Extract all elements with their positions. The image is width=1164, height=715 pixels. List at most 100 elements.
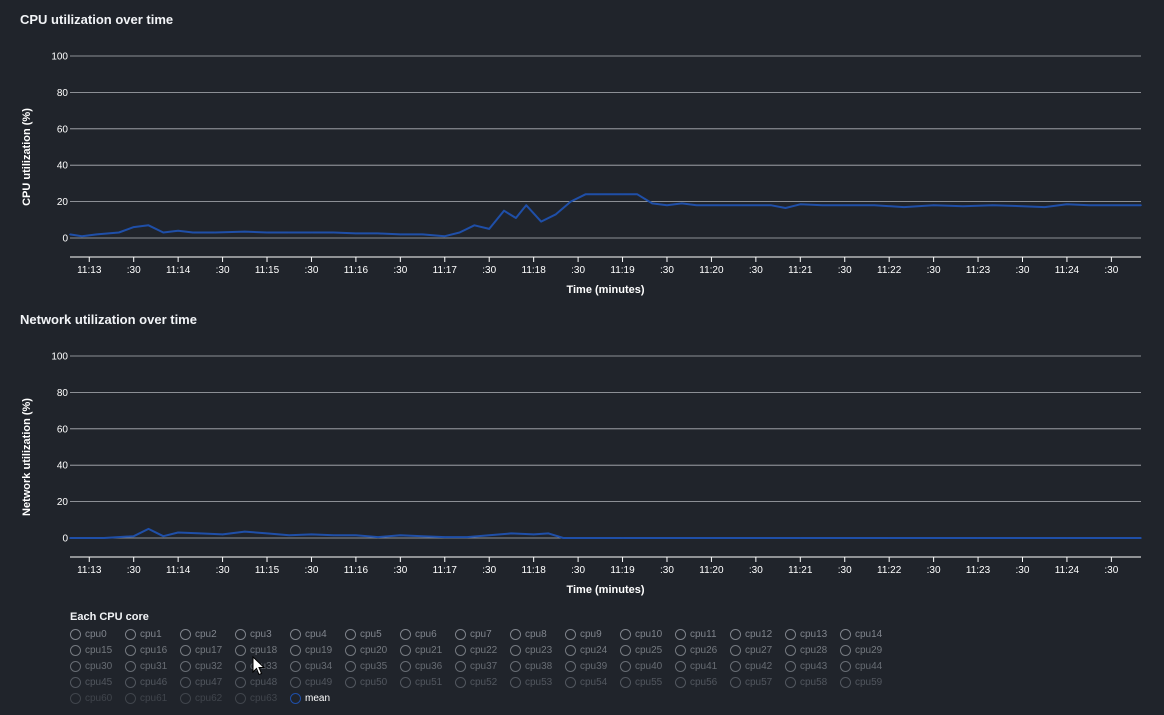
legend-item-cpu14[interactable]: cpu14 — [840, 627, 895, 641]
legend-item-cpu34[interactable]: cpu34 — [290, 659, 345, 673]
legend-item-cpu50[interactable]: cpu50 — [345, 675, 400, 689]
legend-item-cpu36[interactable]: cpu36 — [400, 659, 455, 673]
legend-item-cpu61[interactable]: cpu61 — [125, 691, 180, 705]
legend-item-cpu32[interactable]: cpu32 — [180, 659, 235, 673]
legend-item-cpu53[interactable]: cpu53 — [510, 675, 565, 689]
legend-item-cpu8[interactable]: cpu8 — [510, 627, 565, 641]
legend-item-cpu9[interactable]: cpu9 — [565, 627, 620, 641]
legend-item-cpu62[interactable]: cpu62 — [180, 691, 235, 705]
legend-item-cpu60[interactable]: cpu60 — [70, 691, 125, 705]
radio-circle-icon — [510, 644, 521, 656]
legend-item-cpu23[interactable]: cpu23 — [510, 643, 565, 657]
legend-item-cpu37[interactable]: cpu37 — [455, 659, 510, 673]
legend-item-cpu42[interactable]: cpu42 — [730, 659, 785, 673]
legend-item-cpu44[interactable]: cpu44 — [840, 659, 895, 673]
legend-item-cpu2[interactable]: cpu2 — [180, 627, 235, 641]
legend-item-cpu46[interactable]: cpu46 — [125, 675, 180, 689]
data-point — [288, 534, 291, 537]
data-point — [710, 537, 713, 539]
x-tick-label: :30 — [305, 565, 319, 576]
data-point — [244, 530, 246, 533]
legend-item-cpu11[interactable]: cpu11 — [675, 627, 730, 641]
x-tick-label: :30 — [127, 565, 141, 576]
legend-item-label: cpu17 — [195, 644, 223, 656]
data-point — [1140, 204, 1142, 206]
x-tick-label: :30 — [838, 565, 852, 576]
data-point — [332, 534, 335, 537]
radio-circle-icon — [840, 644, 851, 656]
legend-item-cpu43[interactable]: cpu43 — [785, 659, 840, 673]
legend-item-cpu57[interactable]: cpu57 — [730, 675, 785, 689]
data-point — [244, 230, 246, 233]
legend-item-cpu31[interactable]: cpu31 — [125, 659, 180, 673]
legend-item-cpu30[interactable]: cpu30 — [70, 659, 125, 673]
legend-item-cpu22[interactable]: cpu22 — [455, 643, 510, 657]
legend-item-cpu48[interactable]: cpu48 — [235, 675, 290, 689]
legend-item-cpu13[interactable]: cpu13 — [785, 627, 840, 641]
legend-item-cpu6[interactable]: cpu6 — [400, 627, 455, 641]
radio-circle-icon — [565, 676, 576, 688]
legend-item-cpu49[interactable]: cpu49 — [290, 675, 345, 689]
data-point — [584, 193, 587, 196]
legend-item-cpu52[interactable]: cpu52 — [455, 675, 510, 689]
x-tick-label: :30 — [393, 265, 407, 276]
legend-item-cpu59[interactable]: cpu59 — [840, 675, 895, 689]
radio-circle-icon — [235, 676, 246, 688]
legend-item-cpu51[interactable]: cpu51 — [400, 675, 455, 689]
legend-item-cpu28[interactable]: cpu28 — [785, 643, 840, 657]
legend-item-cpu26[interactable]: cpu26 — [675, 643, 730, 657]
legend-item-cpu20[interactable]: cpu20 — [345, 643, 400, 657]
radio-circle-icon — [345, 660, 356, 672]
radio-circle-icon — [620, 628, 631, 640]
x-tick-label: 11:13 — [77, 265, 102, 276]
legend-item-cpu16[interactable]: cpu16 — [125, 643, 180, 657]
x-tick-label: :30 — [393, 565, 407, 576]
legend-item-label: cpu57 — [745, 676, 773, 688]
data-point — [681, 202, 683, 205]
legend-item-cpu45[interactable]: cpu45 — [70, 675, 125, 689]
data-point — [532, 533, 535, 536]
legend-item-cpu39[interactable]: cpu39 — [565, 659, 620, 673]
legend-item-label: cpu31 — [140, 660, 168, 672]
legend-item-cpu18[interactable]: cpu18 — [235, 643, 290, 657]
data-point — [421, 233, 424, 236]
legend-item-cpu24[interactable]: cpu24 — [565, 643, 620, 657]
legend-item-cpu3[interactable]: cpu3 — [235, 627, 290, 641]
legend-item-label: cpu52 — [470, 676, 498, 688]
data-point — [377, 232, 379, 235]
legend-item-cpu1[interactable]: cpu1 — [125, 627, 180, 641]
y-tick-label: 20 — [57, 497, 69, 508]
legend-item-cpu0[interactable]: cpu0 — [70, 627, 125, 641]
legend-item-cpu54[interactable]: cpu54 — [565, 675, 620, 689]
legend-item-cpu29[interactable]: cpu29 — [840, 643, 895, 657]
legend-item-cpu56[interactable]: cpu56 — [675, 675, 730, 689]
legend-item-cpu7[interactable]: cpu7 — [455, 627, 510, 641]
radio-circle-icon — [125, 628, 136, 640]
legend-item-cpu27[interactable]: cpu27 — [730, 643, 785, 657]
legend-item-cpu41[interactable]: cpu41 — [675, 659, 730, 673]
legend-item-cpu38[interactable]: cpu38 — [510, 659, 565, 673]
legend-item-cpu17[interactable]: cpu17 — [180, 643, 235, 657]
legend-item-cpu4[interactable]: cpu4 — [290, 627, 345, 641]
x-tick-label: 11:17 — [433, 565, 458, 576]
legend-item-cpu19[interactable]: cpu19 — [290, 643, 345, 657]
legend-item-cpu33[interactable]: cpu33 — [235, 659, 290, 673]
legend-item-label: cpu5 — [360, 628, 382, 640]
legend-item-label: cpu33 — [250, 660, 278, 672]
legend-item-cpu47[interactable]: cpu47 — [180, 675, 235, 689]
legend-item-cpu10[interactable]: cpu10 — [620, 627, 675, 641]
legend-item-cpu35[interactable]: cpu35 — [345, 659, 400, 673]
legend-item-cpu5[interactable]: cpu5 — [345, 627, 400, 641]
legend-item-cpu55[interactable]: cpu55 — [620, 675, 675, 689]
x-tick-label: 11:20 — [699, 565, 724, 576]
legend-item-cpu63[interactable]: cpu63 — [235, 691, 290, 705]
legend-item-cpu12[interactable]: cpu12 — [730, 627, 785, 641]
legend-item-mean[interactable]: mean — [290, 691, 345, 705]
legend-item-cpu40[interactable]: cpu40 — [620, 659, 675, 673]
legend-item-label: cpu15 — [85, 644, 113, 656]
legend-item-cpu25[interactable]: cpu25 — [620, 643, 675, 657]
legend-item-cpu58[interactable]: cpu58 — [785, 675, 840, 689]
legend-item-cpu21[interactable]: cpu21 — [400, 643, 455, 657]
legend-item-cpu15[interactable]: cpu15 — [70, 643, 125, 657]
legend-item-label: cpu21 — [415, 644, 443, 656]
